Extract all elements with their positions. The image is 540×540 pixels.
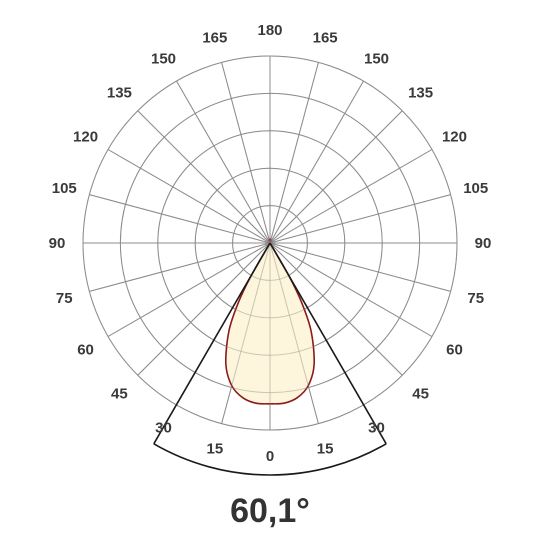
grid-spoke — [269, 242, 403, 376]
grid-spoke — [269, 194, 451, 244]
beam-arc — [153, 443, 387, 476]
grid-spoke — [137, 242, 271, 376]
grid-spoke — [107, 242, 271, 337]
grid-spoke — [269, 62, 319, 244]
angle-tick-label: 75 — [56, 290, 73, 307]
angle-tick-labels: 180 1651651501501351351201201051059090757… — [49, 22, 492, 465]
angle-tick-label: 135 — [107, 84, 132, 101]
angle-tick-label: 45 — [111, 386, 128, 403]
grid-spoke — [269, 80, 364, 244]
beam-angle-indicator — [153, 242, 387, 476]
grid-spoke — [221, 242, 271, 424]
grid-spoke — [89, 194, 271, 244]
grid-spoke — [107, 149, 271, 244]
grid-spoke — [269, 242, 451, 292]
grid-spoke — [269, 242, 433, 337]
grid-spoke — [269, 110, 403, 244]
polar-grid-overlay — [82, 55, 458, 431]
angle-tick-label: 150 — [364, 51, 389, 68]
angle-tick-label: 15 — [317, 441, 334, 458]
angle-tick-label: 105 — [52, 180, 77, 197]
grid-ring — [119, 92, 421, 394]
grid-spoke — [137, 242, 271, 376]
grid-spoke — [269, 242, 451, 292]
grid-ring — [232, 205, 308, 281]
grid-ring — [194, 167, 346, 319]
angle-tick-label: 30 — [368, 419, 385, 436]
beam-angle-label: 60,1° — [230, 492, 310, 530]
angle-tick-label: 75 — [467, 290, 484, 307]
intensity-curve — [224, 238, 316, 405]
grid-spoke — [89, 194, 271, 244]
grid-spoke — [137, 110, 271, 244]
grid-spoke — [107, 242, 271, 337]
grid-spoke — [221, 62, 271, 244]
angle-tick-label: 120 — [73, 129, 98, 146]
grid-spoke — [137, 110, 271, 244]
grid-spoke — [269, 62, 319, 244]
grid-ring — [82, 55, 458, 431]
grid-spoke — [176, 80, 271, 244]
angle-tick-label: 105 — [463, 180, 488, 197]
angle-tick-label: 165 — [202, 29, 227, 46]
grid-spoke — [269, 242, 433, 337]
angle-tick-label: 30 — [155, 419, 172, 436]
beam-edge-right — [269, 242, 387, 445]
grid-spoke — [269, 149, 433, 244]
grid-spoke — [107, 149, 271, 244]
angle-tick-label: 45 — [412, 386, 429, 403]
series-layer — [82, 55, 458, 431]
grid-spoke — [269, 194, 451, 244]
angle-tick-label: 0 — [266, 448, 274, 465]
angle-tick-label: 120 — [442, 129, 467, 146]
grid-spoke — [89, 242, 271, 292]
grid-spoke — [269, 242, 319, 424]
angle-tick-label: 150 — [151, 51, 176, 68]
grid-spoke — [221, 62, 271, 244]
angle-tick-label: 90 — [49, 235, 66, 252]
grid-spoke — [269, 242, 403, 376]
grid-ring — [157, 130, 383, 356]
grid-spoke — [269, 149, 433, 244]
angle-tick-label: 180 — [257, 22, 282, 39]
angle-tick-label: 15 — [207, 441, 224, 458]
grid-spoke — [89, 242, 271, 292]
beam-edge-left — [153, 242, 271, 445]
angle-tick-label: 60 — [446, 342, 463, 359]
angle-tick-label: 90 — [475, 235, 492, 252]
grid-spoke — [269, 110, 403, 244]
grid-spoke — [269, 80, 364, 244]
angle-tick-label: 135 — [408, 84, 433, 101]
grid-spoke — [176, 80, 271, 244]
angle-tick-label: 60 — [77, 342, 94, 359]
angle-tick-label: 165 — [313, 29, 338, 46]
